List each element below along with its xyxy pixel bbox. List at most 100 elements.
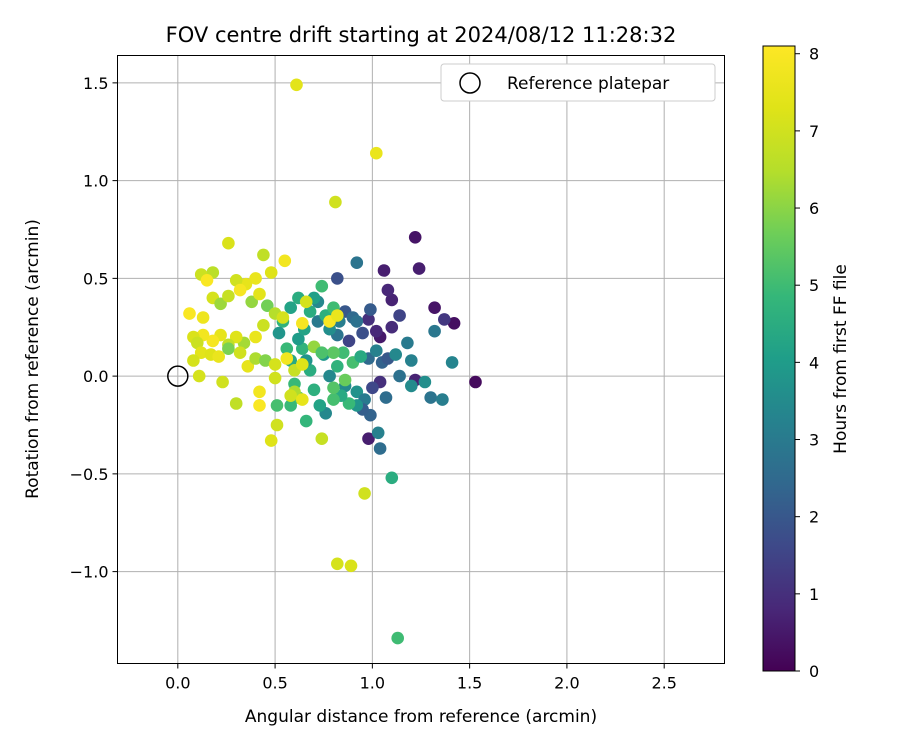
data-point: [379, 391, 393, 404]
data-point: [194, 346, 208, 360]
data-point: [253, 385, 266, 399]
data-point: [445, 356, 459, 369]
data-point: [249, 330, 262, 344]
data-point: [393, 369, 406, 383]
data-point: [362, 313, 375, 326]
data-point: [428, 301, 441, 315]
data-point: [424, 391, 438, 404]
data-point: [315, 279, 329, 293]
data-point: [401, 336, 414, 350]
data-point: [206, 334, 220, 348]
legend-marker-icon: [459, 72, 481, 94]
data-point: [229, 397, 243, 410]
legend-box: [440, 63, 716, 102]
y-tick-label: 1.0: [83, 172, 108, 191]
data-point: [428, 324, 441, 338]
data-point: [233, 283, 247, 297]
data-point: [389, 348, 403, 361]
x-axis-ticks: 0.0 0.5 1.0 1.5 2.0 2.5: [165, 663, 677, 693]
data-point: [241, 360, 255, 373]
data-point: [296, 358, 309, 371]
data-point: [264, 434, 278, 447]
data-point: [370, 146, 383, 160]
data-point: [327, 393, 340, 406]
data-point: [469, 375, 482, 389]
data-point: [222, 236, 235, 250]
data-point: [344, 559, 358, 573]
data-point: [192, 369, 206, 383]
data-point: [315, 432, 329, 446]
x-tick-label: 0.0: [165, 674, 190, 693]
colorbar-gradient: [762, 45, 796, 672]
data-point: [268, 371, 282, 385]
data-point: [315, 346, 329, 360]
data-point: [253, 399, 266, 412]
data-point: [270, 399, 284, 412]
data-point: [393, 309, 406, 322]
data-point: [292, 332, 305, 346]
y-tick-label: −0.5: [70, 465, 109, 484]
reference-platepar-marker: [167, 365, 189, 387]
data-point: [447, 317, 461, 330]
data-point: [323, 369, 336, 383]
data-point: [296, 393, 309, 406]
data-points: [183, 78, 482, 645]
data-point: [268, 358, 282, 371]
data-point: [385, 471, 399, 485]
data-point: [350, 385, 364, 399]
x-tick-label: 1.5: [457, 674, 482, 693]
data-point: [229, 330, 243, 344]
data-point: [280, 342, 294, 356]
colorbar-tick-label: 8: [809, 45, 819, 64]
data-point: [257, 248, 270, 262]
colorbar-tick-label: 6: [809, 199, 819, 218]
data-point: [284, 301, 298, 315]
data-point: [327, 381, 340, 395]
data-point: [391, 631, 405, 645]
data-point: [436, 393, 449, 406]
data-point: [354, 350, 368, 363]
data-point: [331, 557, 344, 571]
data-point: [296, 342, 309, 356]
data-point: [284, 399, 298, 412]
y-axis-label: Rotation from reference (arcmin): [23, 219, 43, 499]
legend: Reference platepar: [440, 63, 716, 102]
data-point: [261, 299, 274, 313]
data-point: [370, 344, 383, 358]
data-point: [284, 389, 298, 403]
data-point: [381, 283, 395, 297]
plot-frame: [117, 55, 725, 664]
data-point: [438, 313, 451, 326]
data-point: [196, 311, 210, 324]
data-point: [270, 418, 284, 432]
data-point: [362, 432, 375, 446]
data-point: [373, 442, 387, 455]
data-point: [405, 379, 418, 393]
data-point: [200, 274, 214, 287]
y-tick-label: 1.5: [83, 74, 108, 93]
data-point: [366, 381, 379, 395]
data-point: [299, 414, 313, 428]
x-tick-label: 2.0: [554, 674, 579, 693]
data-point: [350, 256, 364, 270]
data-point: [385, 320, 399, 334]
data-point: [418, 375, 432, 389]
x-tick-label: 2.5: [651, 674, 676, 693]
data-point: [249, 352, 262, 365]
y-tick-label: 0.0: [83, 367, 108, 386]
y-tick-label: −1.0: [70, 563, 109, 582]
data-point: [276, 311, 290, 324]
data-point: [327, 346, 340, 360]
data-point: [358, 487, 371, 500]
data-point: [385, 293, 399, 307]
colorbar-ticks: 0 1 2 3 4 5 6 7 8: [795, 45, 819, 681]
chart-title: FOV centre drift starting at 2024/08/12 …: [166, 23, 677, 47]
data-point: [303, 305, 317, 318]
data-point: [342, 334, 356, 348]
data-point: [272, 326, 286, 340]
colorbar-tick-label: 1: [809, 585, 819, 604]
colorbar-tick-label: 0: [809, 662, 819, 681]
colorbar-tick-label: 5: [809, 276, 819, 295]
plot-area: [117, 55, 725, 664]
data-point: [187, 354, 200, 367]
